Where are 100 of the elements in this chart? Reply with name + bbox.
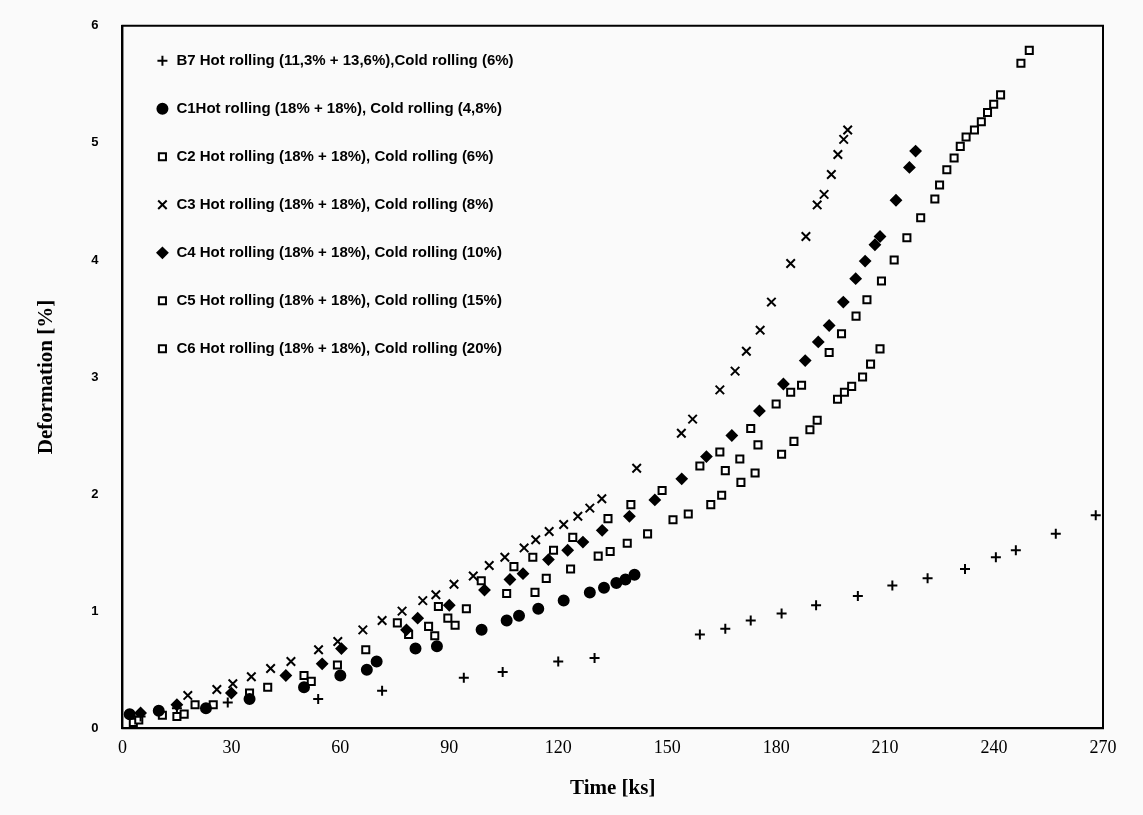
point [949, 153, 959, 163]
point [411, 612, 424, 625]
y-tick-label: 5 [91, 134, 99, 150]
point [729, 365, 741, 377]
point [800, 231, 812, 242]
point [851, 311, 861, 321]
point [182, 690, 194, 701]
point [227, 678, 239, 689]
point [837, 296, 850, 309]
point [676, 427, 687, 439]
point [942, 165, 952, 175]
point [576, 536, 589, 549]
point [799, 354, 812, 367]
point [668, 515, 678, 525]
point [786, 387, 796, 397]
point [335, 642, 348, 655]
point [499, 552, 511, 563]
point [886, 579, 899, 592]
point [996, 90, 1006, 100]
point [826, 169, 837, 180]
x-axis-title: Time [ks] [570, 774, 656, 799]
legend-label: B7 Hot rolling (11,3% + 13,6%),Cold rolling (6%) [176, 50, 514, 68]
point [221, 696, 234, 709]
point [753, 404, 766, 417]
point [561, 544, 574, 557]
point [969, 125, 979, 135]
point [443, 599, 456, 612]
point [518, 542, 530, 554]
point [719, 622, 732, 635]
point [541, 573, 551, 583]
point [123, 708, 136, 721]
point [695, 461, 705, 471]
point [542, 553, 555, 566]
point [417, 595, 429, 606]
point [657, 486, 667, 496]
point [509, 562, 519, 572]
point [714, 384, 726, 396]
point [583, 586, 596, 599]
point [720, 466, 730, 476]
point [623, 510, 636, 523]
point [862, 295, 872, 305]
y-axis-title: Deformation [%] [33, 299, 58, 455]
point [643, 529, 653, 539]
point [316, 657, 329, 670]
point [299, 670, 309, 681]
point [285, 656, 297, 667]
point [430, 640, 443, 653]
point [424, 621, 434, 631]
point [766, 296, 777, 308]
point [876, 276, 886, 286]
point [1049, 527, 1062, 540]
point [461, 604, 471, 614]
point [528, 552, 538, 562]
point [989, 551, 1002, 564]
point [875, 344, 885, 354]
point [812, 415, 822, 425]
point [298, 681, 311, 694]
point [622, 538, 632, 548]
x-tick-label: 30 [222, 736, 241, 757]
point [805, 425, 815, 435]
point [777, 378, 790, 391]
point [889, 194, 902, 207]
point [279, 669, 292, 682]
point [775, 607, 788, 620]
y-tick-label: 6 [91, 17, 99, 33]
point [392, 618, 402, 628]
point [430, 589, 442, 600]
point [468, 570, 479, 582]
legend-label: C4 Hot rolling (18% + 18%), Cold rolling (10%) [176, 242, 502, 260]
point [530, 587, 540, 597]
point [916, 213, 926, 223]
point [558, 519, 569, 530]
point [603, 514, 613, 524]
point [448, 578, 460, 590]
point [754, 324, 766, 336]
point [868, 238, 881, 251]
point [593, 551, 603, 561]
point [572, 511, 584, 522]
point [190, 700, 200, 710]
point [552, 655, 565, 668]
point [332, 636, 344, 647]
point [700, 450, 713, 463]
point [789, 436, 799, 446]
point [982, 107, 993, 117]
point [746, 423, 756, 434]
x-tick-label: 90 [440, 736, 459, 757]
point [693, 628, 706, 641]
point [648, 493, 661, 506]
point [750, 468, 760, 478]
x-tick-label: 150 [653, 736, 681, 757]
point [532, 602, 545, 615]
point [263, 682, 273, 692]
point [810, 599, 823, 612]
point [376, 684, 389, 697]
point [306, 676, 316, 686]
point [735, 454, 745, 464]
point [785, 258, 796, 269]
point [557, 594, 570, 607]
point [400, 623, 413, 636]
y-tick-label: 3 [91, 368, 99, 384]
